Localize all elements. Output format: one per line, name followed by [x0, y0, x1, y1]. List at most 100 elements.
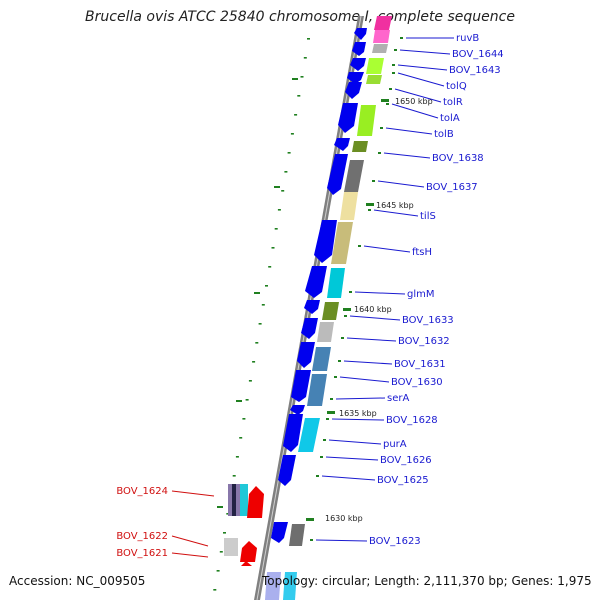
scale-label: 1635 kbp [339, 409, 377, 418]
label-connectors [171, 37, 454, 558]
label-connector [331, 418, 385, 421]
scale-label: 1640 kbp [354, 305, 392, 314]
cds-arrow [352, 42, 366, 56]
feature-tick [334, 376, 337, 378]
accession-text: Accession: NC_009505 [9, 574, 146, 588]
feature-block [352, 141, 368, 152]
gene-label: tilS [420, 211, 436, 222]
cds-arrow-reverse [247, 486, 264, 518]
gene-label-reverse: BOV_1621 [116, 548, 168, 559]
feature-tick [392, 64, 395, 66]
cds-arrow [301, 318, 318, 339]
scale-tick [343, 308, 351, 311]
cds-arrow [290, 405, 305, 415]
label-connector [315, 539, 368, 542]
cds-arrow [291, 370, 311, 402]
label-connector [343, 360, 393, 365]
cds-arrow [297, 342, 315, 368]
gene-label: BOV_1637 [426, 182, 478, 193]
ruler-dot [307, 38, 310, 40]
scale-labels: 1650 kbp 1645 kbp 1640 kbp 1635 kbp 1630 kbp [325, 97, 433, 523]
gene-labels: ruvB BOV_1644 BOV_1643 tolQ tolR tolA tolB BOV_… [369, 33, 504, 547]
feature-tick [389, 88, 392, 90]
feature-tick [372, 180, 375, 182]
ruler-dot [213, 589, 217, 591]
feature-tick [344, 315, 347, 317]
label-connector [391, 103, 439, 119]
ruler-dash [292, 78, 298, 80]
feature-block [322, 302, 339, 320]
reverse-strand-track [224, 484, 264, 566]
gene-label: tolB [434, 129, 454, 140]
ruler-dash [254, 292, 260, 294]
feature-block [283, 572, 297, 600]
label-connector [328, 439, 382, 445]
gene-label: purA [383, 439, 407, 450]
gene-label: tolA [440, 113, 460, 124]
cds-arrow [305, 266, 327, 298]
ruler-dot [248, 380, 252, 382]
label-connector [171, 490, 215, 497]
gene-label: BOV_1638 [432, 153, 484, 164]
feature-tick [378, 152, 381, 154]
ruler-dot [294, 114, 298, 116]
ruler-dot [284, 171, 288, 173]
ruler-dot [239, 437, 243, 439]
ruler-dot [300, 76, 304, 78]
cds-arrow [338, 103, 358, 133]
feature-tick [338, 360, 341, 362]
scale-ticks [306, 99, 389, 521]
feature-tick [326, 418, 329, 420]
ruler-dot [252, 361, 256, 363]
feature-block [312, 347, 331, 371]
gene-label: ruvB [456, 33, 479, 44]
feature-tick [386, 103, 389, 105]
feature-block [344, 160, 364, 192]
gene-label: BOV_1643 [449, 65, 501, 76]
scale-tick [327, 411, 335, 414]
feature-tick [358, 245, 361, 247]
label-connector [363, 245, 411, 253]
reverse-gene-labels: BOV_1624 BOV_1622 BOV_1621 [116, 486, 168, 559]
feature-block [298, 418, 320, 452]
dotted-ruler [213, 38, 310, 591]
forward-strand-track [271, 28, 367, 543]
cds-arrow [304, 300, 320, 314]
cds-arrow [271, 522, 288, 543]
feature-block [327, 268, 345, 298]
feature-block [340, 192, 358, 220]
ruler-dot [245, 399, 249, 401]
gene-label: glmM [407, 289, 435, 300]
feature-block [265, 572, 281, 600]
label-connector [325, 456, 379, 461]
cds-arrow [345, 82, 362, 99]
feature-block [373, 30, 390, 43]
cds-arrow [347, 72, 364, 84]
ruler-dot [261, 304, 265, 306]
gene-label: BOV_1631 [394, 359, 446, 370]
feature-block [317, 322, 334, 342]
feature-block [307, 374, 327, 406]
cds-arrow-reverse [241, 561, 252, 566]
gene-label: tolQ [446, 81, 467, 92]
ruler-dash [217, 506, 223, 508]
feature-tick [316, 475, 319, 477]
ruler-dot [216, 570, 220, 572]
ruler-dot [226, 513, 230, 515]
gene-label: BOV_1632 [398, 336, 450, 347]
cds-arrow [327, 154, 348, 195]
cds-arrow-reverse [240, 541, 257, 562]
feature-block [232, 484, 236, 516]
gene-label: BOV_1628 [386, 415, 438, 426]
gene-label-reverse: BOV_1622 [116, 531, 168, 542]
gene-label: ftsH [412, 247, 432, 258]
label-connector [339, 376, 390, 383]
gene-label: tolR [443, 97, 463, 108]
scale-tick [366, 203, 374, 206]
label-connector [373, 209, 419, 217]
ruler-dot [255, 342, 259, 344]
cds-arrow [334, 138, 350, 151]
feature-tick [323, 439, 326, 441]
